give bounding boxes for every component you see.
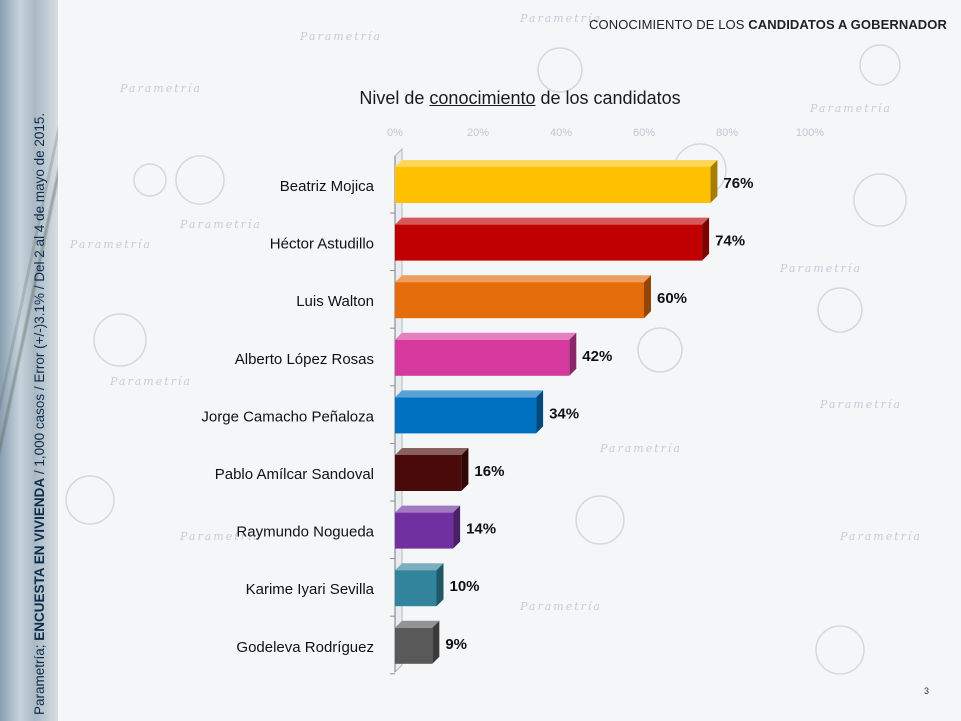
value-label: 74%: [715, 233, 745, 250]
bar-side-face: [644, 275, 651, 319]
value-label: 9%: [445, 636, 467, 653]
category-label: Alberto López Rosas: [235, 351, 374, 368]
watermark-text: Parametría: [299, 30, 382, 43]
watermark-circle: [815, 625, 865, 675]
watermark-circle: [65, 475, 115, 525]
watermark-circle: [93, 313, 147, 367]
bar-top-face: [395, 217, 710, 225]
bar-group: Luis Walton 60%: [296, 275, 687, 329]
watermark-circle: [817, 287, 863, 333]
value-label: 34%: [549, 405, 579, 422]
bar-top-face: [395, 505, 461, 513]
category-label: Karime Iyari Sevilla: [246, 581, 375, 598]
watermark-text: Parametría: [809, 102, 892, 115]
watermark-circle: [853, 173, 907, 227]
bar-side-face: [436, 563, 444, 607]
value-label: 14%: [466, 521, 496, 538]
category-label: Pablo Amílcar Sandoval: [215, 466, 374, 483]
watermark-circle: [859, 44, 901, 86]
watermark-text: Parametría: [519, 12, 602, 25]
bar-group: Beatriz Mojica 76%: [280, 160, 753, 214]
bar: [395, 339, 570, 376]
bar: [395, 627, 433, 664]
chart-title: Nivel de conocimiento de los candidatos: [359, 88, 681, 108]
watermark-text: Parametría: [69, 238, 152, 251]
watermark-text: Parametría: [119, 82, 202, 95]
watermark-circle: [575, 495, 625, 545]
slide-header-title: CONOCIMIENTO DE LOS CANDIDATOS A GOBERNA…: [589, 17, 947, 32]
watermark-circle: [175, 155, 225, 205]
value-label: 60%: [657, 290, 687, 307]
watermark-text: Parametría: [599, 442, 682, 455]
side-photo-strip: Parametría; ENCUESTA EN VIVIENDA / 1,000…: [0, 0, 58, 721]
watermark-text: Parametría: [179, 218, 262, 231]
axis-tick-labels: 0% 20% 40% 60% 80% 100%: [387, 127, 824, 139]
bar: [395, 397, 537, 434]
watermark-text: Parametría: [179, 530, 262, 543]
axis-tick-label: 0%: [387, 127, 403, 139]
watermark-circle: [133, 163, 167, 197]
watermark-circle: [637, 327, 683, 373]
bar-group: Godeleva Rodríguez 9%: [236, 620, 467, 675]
bar-side-face: [710, 160, 718, 203]
bar-group: Alberto López Rosas 42%: [235, 332, 612, 387]
bar-top-face: [395, 620, 440, 628]
category-label: Jorge Camacho Peñaloza: [201, 408, 374, 425]
bar-group: Héctor Astudillo 74%: [270, 217, 745, 272]
watermark-text: Parametría: [839, 530, 922, 543]
axis-tick-label: 60%: [633, 127, 655, 139]
watermark-layer: Parametría Parametría Parametría Parametría…: [65, 12, 922, 675]
bar-top-face: [395, 275, 651, 283]
axis-tick-label: 40%: [550, 127, 572, 139]
bar-group: Raymundo Nogueda 14%: [236, 505, 496, 560]
axis-tick-label: 100%: [796, 127, 824, 139]
watermark-text: Parametría: [109, 375, 192, 388]
bar: [395, 282, 644, 319]
bar-top-face: [395, 448, 469, 455]
bar-top-face: [395, 563, 444, 571]
bar-top-face: [395, 160, 718, 167]
value-label: 76%: [723, 175, 753, 192]
watermark-circle: [537, 47, 583, 93]
bar-group: Pablo Amílcar Sandoval 16%: [215, 448, 504, 502]
bar-group: Jorge Camacho Peñaloza 34%: [201, 390, 579, 444]
bar-side-face: [453, 505, 461, 549]
bar-side-face: [702, 217, 710, 261]
category-label: Godeleva Rodríguez: [236, 639, 374, 656]
bar: [395, 224, 703, 261]
bar-group: Karime Iyari Sevilla 10%: [246, 563, 480, 617]
bar-side-face: [461, 448, 469, 491]
value-label: 42%: [582, 348, 612, 365]
page-number: 3: [924, 686, 930, 696]
axis-tick-label: 80%: [716, 127, 738, 139]
axis-tick-label: 20%: [467, 127, 489, 139]
value-label: 10%: [450, 578, 480, 595]
bar-side-face: [536, 390, 544, 434]
bar: [395, 570, 437, 607]
bar: [395, 512, 454, 549]
bar-side-face: [569, 332, 577, 376]
bar: [395, 167, 711, 203]
bar-top-face: [395, 390, 544, 398]
value-label: 16%: [474, 463, 504, 480]
category-label: Luis Walton: [296, 293, 374, 310]
header-title-prefix: CONOCIMIENTO DE LOS: [589, 17, 745, 32]
watermark-text: Parametría: [779, 262, 862, 275]
watermark-text: Parametría: [819, 398, 902, 411]
category-label: Raymundo Nogueda: [236, 524, 374, 541]
category-label: Beatriz Mojica: [280, 178, 375, 195]
bar-top-face: [395, 332, 577, 340]
bar: [395, 455, 462, 491]
category-label: Héctor Astudillo: [270, 236, 374, 253]
bar-side-face: [432, 620, 440, 664]
watermark-text: Parametría: [519, 600, 602, 613]
header-title-bold: CANDIDATOS A GOBERNADOR: [748, 17, 947, 32]
